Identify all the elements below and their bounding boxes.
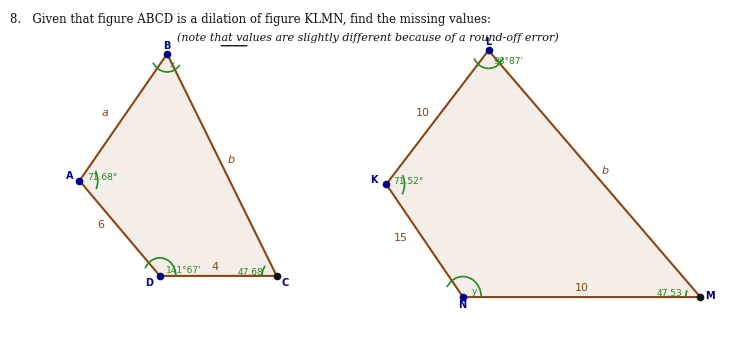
Text: M: M — [706, 291, 715, 301]
Text: K: K — [370, 174, 378, 184]
Text: 141°67': 141°67' — [166, 266, 201, 275]
Text: 10: 10 — [416, 107, 430, 117]
Text: 71.52°: 71.52° — [394, 176, 424, 185]
Text: L: L — [485, 37, 491, 47]
Text: x: x — [170, 60, 175, 69]
Text: 98°87': 98°87' — [493, 57, 523, 66]
Text: B: B — [163, 40, 170, 50]
Text: A: A — [66, 171, 74, 181]
Text: 8.   Given that figure ABCD is a dilation of figure KLMN, find the missing value: 8. Given that figure ABCD is a dilation … — [10, 13, 491, 26]
Text: 47.53: 47.53 — [657, 289, 682, 298]
Text: 10: 10 — [574, 283, 588, 293]
Text: a: a — [102, 107, 108, 117]
Text: C: C — [281, 278, 289, 288]
Text: 6: 6 — [98, 220, 105, 230]
Polygon shape — [386, 50, 701, 297]
Text: b: b — [227, 155, 235, 165]
Polygon shape — [79, 54, 277, 276]
Text: N: N — [458, 300, 466, 310]
Text: (note that values are slightly different because of a round-off error): (note that values are slightly different… — [177, 33, 559, 43]
Text: 47.68: 47.68 — [238, 268, 263, 277]
Text: D: D — [145, 279, 153, 289]
Text: 71.68°: 71.68° — [87, 173, 117, 182]
Text: 4: 4 — [211, 262, 218, 272]
Text: 15: 15 — [394, 233, 408, 243]
Text: y: y — [472, 287, 477, 296]
Text: b: b — [602, 166, 609, 176]
